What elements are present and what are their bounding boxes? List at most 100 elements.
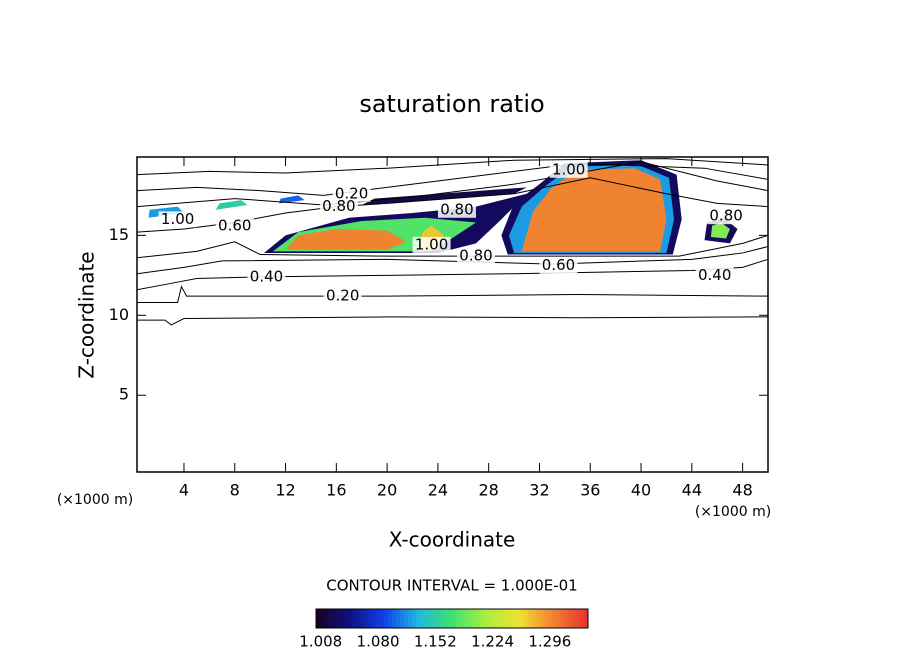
colorbar-tick-label: 1.224 — [471, 633, 514, 651]
contour-label-bg — [247, 268, 286, 285]
colorbar-cell — [320, 609, 325, 628]
colorbar-cell — [508, 609, 513, 628]
contour-line — [137, 258, 768, 291]
shaded-region — [215, 200, 248, 210]
colorbar-cell — [380, 609, 385, 628]
colorbar-cell — [504, 609, 509, 628]
shaded-region — [285, 228, 407, 250]
colorbar-cell — [516, 609, 521, 628]
colorbar-cell — [432, 609, 437, 628]
x-tick-label: 8 — [230, 481, 240, 500]
contour-interval: CONTOUR INTERVAL = 1.000E-01 — [326, 577, 577, 595]
colorbar-cell — [340, 609, 345, 628]
colorbar-cell — [480, 609, 485, 628]
colorbar-cell — [492, 609, 497, 628]
colorbar-cell — [548, 609, 553, 628]
colorbar-cell — [464, 609, 469, 628]
x-tick-label: 12 — [275, 481, 295, 500]
colorbar-cell — [428, 609, 433, 628]
shaded-region — [279, 195, 305, 204]
colorbar-cell — [360, 609, 365, 628]
colorbar-cell — [404, 609, 409, 628]
colorbar-cell — [476, 609, 481, 628]
colorbar-cell — [416, 609, 421, 628]
colorbar-cell — [352, 609, 357, 628]
colorbar-cell — [488, 609, 493, 628]
x-tick-label: 16 — [326, 481, 346, 500]
contour-label-bg — [319, 198, 358, 215]
colorbar-tick-label: 1.296 — [528, 633, 571, 651]
plot-frame — [136, 156, 769, 473]
colorbar-cell — [572, 609, 577, 628]
x-tick-label: 32 — [529, 481, 549, 500]
colorbar-cell — [532, 609, 537, 628]
contour-label-bg — [707, 208, 746, 225]
shaded-region — [361, 187, 527, 205]
colorbar-cell — [544, 609, 549, 628]
colorbar-cell — [376, 609, 381, 628]
y-tick-label: 5 — [119, 385, 129, 404]
contour-label-bg — [323, 288, 362, 305]
contour-label: 0.80 — [459, 247, 492, 265]
colorbar-cell — [564, 609, 569, 628]
colorbar-cell — [540, 609, 545, 628]
colorbar-cell — [324, 609, 329, 628]
colorbar-cell — [472, 609, 477, 628]
y-unit-label: (×1000 m) — [57, 492, 133, 508]
colorbar-cell — [484, 609, 489, 628]
colorbar-cell — [392, 609, 397, 628]
x-axis-label: X-coordinate — [389, 528, 516, 552]
shaded-region — [710, 222, 730, 239]
x-tick-label: 48 — [732, 481, 752, 500]
colorbar-cell — [560, 609, 565, 628]
colorbar-cell — [332, 609, 337, 628]
contour-label: 0.40 — [250, 267, 283, 285]
colorbar-cell — [496, 609, 501, 628]
contour-label-bg — [549, 161, 588, 178]
contour-line — [137, 162, 768, 196]
x-unit-label: (×1000 m) — [695, 504, 771, 520]
colorbar-cell — [524, 609, 529, 628]
contour-label: 0.80 — [440, 200, 473, 218]
shaded-region — [521, 168, 667, 252]
colorbar-cell — [552, 609, 557, 628]
contour-label-bg — [332, 185, 371, 202]
colorbar-cell — [452, 609, 457, 628]
contour-label: 0.80 — [322, 197, 355, 215]
contour-label: 1.00 — [415, 235, 448, 253]
colorbar-cell — [384, 609, 389, 628]
colorbar-cell — [372, 609, 377, 628]
colorbar-cell — [316, 609, 321, 628]
colorbar-cell — [556, 609, 561, 628]
colorbar-cell — [580, 609, 585, 628]
colorbar-cell — [520, 609, 525, 628]
contour-label: 0.40 — [698, 266, 731, 284]
contour-label-bg — [456, 248, 495, 265]
colorbar-cell — [440, 609, 445, 628]
y-tick-label: 10 — [109, 305, 129, 324]
colorbar-cell — [388, 609, 393, 628]
colorbar-cell — [412, 609, 417, 628]
x-tick-label: 28 — [479, 481, 499, 500]
plot-area: 0.200.40 0.400.600.800.600.800.200.80 0.80… — [137, 158, 768, 326]
y-tick-label: 15 — [109, 225, 129, 244]
colorbar-cell — [336, 609, 341, 628]
contour-label-bg — [215, 217, 254, 234]
x-tick-label: 36 — [580, 481, 600, 500]
contour-label: 0.80 — [709, 207, 742, 225]
contour-label: 0.20 — [335, 184, 368, 202]
colorbar-cell — [448, 609, 453, 628]
x-tick-label: 44 — [682, 481, 702, 500]
x-tick-label: 4 — [179, 481, 189, 500]
contour-label-bg — [695, 267, 734, 284]
colorbar-tick-label: 1.008 — [299, 633, 342, 651]
contour-label: 0.20 — [326, 287, 359, 305]
x-tick-label: 20 — [377, 481, 397, 500]
colorbar-cell — [364, 609, 369, 628]
colorbar-cell — [356, 609, 361, 628]
colorbar-cell — [584, 609, 589, 628]
colorbar-cell — [344, 609, 349, 628]
colorbar-cell — [400, 609, 405, 628]
